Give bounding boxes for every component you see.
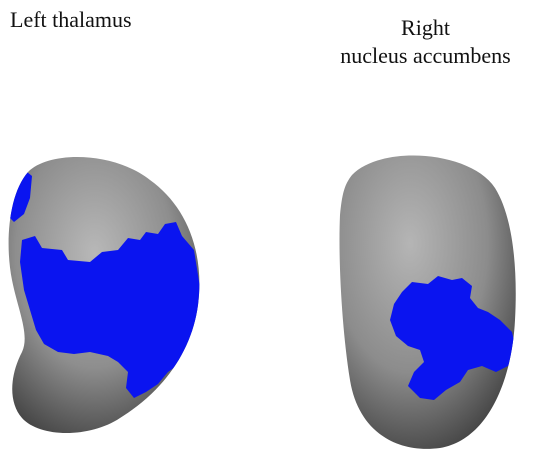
right-accumbens-label-line-2: nucleus accumbens [340, 43, 511, 68]
right-accumbens-label: Right nucleus accumbens [318, 14, 533, 70]
left-thalamus-label: Left thalamus [10, 6, 132, 34]
left-thalamus-highlight-region [20, 222, 200, 398]
right-accumbens-highlight-region [390, 276, 516, 400]
right-accumbens-label-line-1: Right [401, 15, 450, 40]
left-thalamus-surface [8, 157, 200, 433]
left-thalamus-label-text: Left thalamus [10, 7, 132, 32]
right-accumbens-surface [339, 155, 516, 449]
